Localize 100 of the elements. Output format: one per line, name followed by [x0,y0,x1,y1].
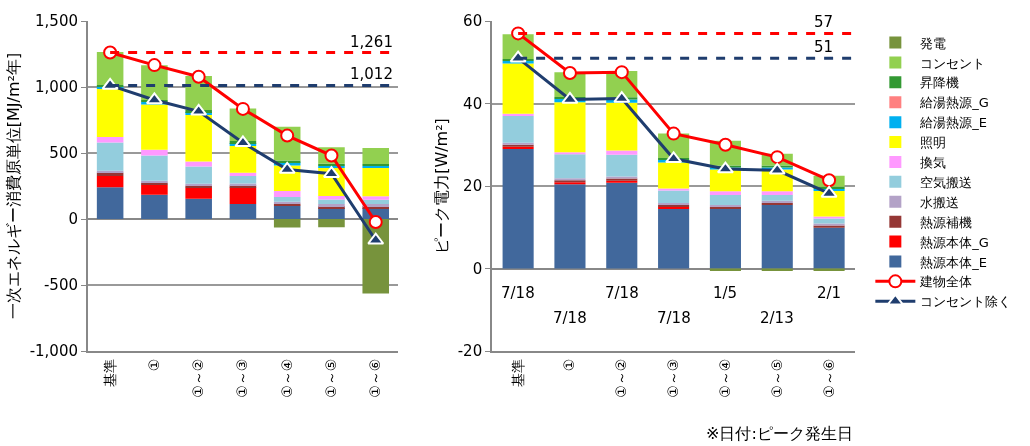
annotation: 2/13 [760,309,794,327]
bar [273,205,301,219]
bar [554,102,586,153]
bar [273,197,301,202]
y-tick-label: 20 [463,177,483,196]
bar [96,187,124,219]
y-tick-label: 0 [472,259,483,278]
x-tick-label: ①～⑥ [820,358,837,398]
legend-label: 給湯熱源_E [919,115,988,131]
point [190,103,208,116]
bar [606,154,638,177]
x-tick-label: ① [145,358,162,372]
point [147,58,162,73]
legend-label: 熱源本体_G [920,234,989,250]
point [665,151,683,164]
point [235,101,250,116]
bar [318,199,345,205]
bar [761,195,793,201]
legend-label: 建物全体 [919,274,973,290]
point [770,150,785,165]
x-tick-label: ①～⑤ [768,358,785,398]
y-axis-title: ピーク電力[W/m²] [432,118,452,254]
bar [709,209,741,269]
bar [96,176,124,188]
legend-label: 換気 [920,155,947,171]
legend-label: 熱源補機 [920,214,973,230]
legend-label: コンセント除く [920,294,1012,310]
point [562,65,577,80]
ref-line-label: 51 [814,38,834,56]
legend-label: 水搬送 [920,194,960,210]
bar [658,209,690,269]
bar [229,146,257,173]
bar [96,170,124,173]
bar [96,88,124,137]
bar [658,190,690,203]
y-tick-label: -1,000 [29,342,78,361]
annotation: 7/18 [501,284,535,302]
point [234,135,252,148]
bar [606,150,638,155]
x-tick-label: ①～④ [278,358,295,398]
y-tick-label: 0 [68,210,78,229]
text: ※日付:ピーク発生日 [706,424,853,443]
x-tick-label: 基準 [509,358,526,387]
bar [141,194,168,219]
y-axis-title: 一次エネルギー消費原単位[MJ/m²年] [4,52,24,320]
y-tick-label: 1,500 [35,12,78,31]
bar [273,191,301,198]
bar [813,227,845,269]
x-tick-label: ①～③ [665,358,682,398]
y-tick-label: -20 [457,342,483,361]
bar [229,187,257,205]
point [561,91,579,104]
bar [761,204,793,269]
point [768,162,786,175]
bar [761,191,793,196]
x-tick-label: ①～④ [716,358,733,398]
bar [658,162,690,189]
x-tick-label: ① [561,358,578,372]
bar [141,149,168,156]
point [367,232,385,245]
x-tick-label: ①～⑥ [367,358,384,398]
legend-label: コンセント [920,55,986,71]
bar [362,167,390,197]
bar [273,219,301,228]
bar [141,155,168,181]
legend-label: 給湯熱源_G [919,95,989,111]
ref-line-label: 1,261 [350,33,393,51]
x-tick-label: ①～⑤ [323,358,340,398]
x-tick-label: 基準 [101,358,118,387]
y-tick-label: 60 [463,12,483,31]
bar [709,195,741,205]
y-tick-label: 40 [463,94,483,113]
point [820,185,838,198]
annotation: 7/18 [553,309,587,327]
bar [606,182,638,269]
legend-label: 昇降機 [920,75,960,91]
point [145,92,163,105]
bar [229,175,257,184]
bar [362,148,390,164]
point [280,128,295,143]
ref-line-label: 57 [814,13,834,31]
bar [318,196,345,200]
bar [502,63,534,114]
point [666,126,681,141]
bar [229,204,257,219]
point [614,65,629,80]
bar [502,115,534,143]
y-tick-label: 1,000 [35,78,78,97]
bar [554,152,586,155]
bar [318,208,345,219]
bar [185,198,212,219]
y-tick-label: -500 [43,276,78,295]
annotation: 7/18 [657,309,691,327]
point [716,161,734,174]
bar [362,196,390,200]
legend-label: 空気搬送 [920,174,973,190]
bar [96,142,124,171]
bar [709,191,741,196]
bar [554,154,586,179]
bar [502,113,534,116]
